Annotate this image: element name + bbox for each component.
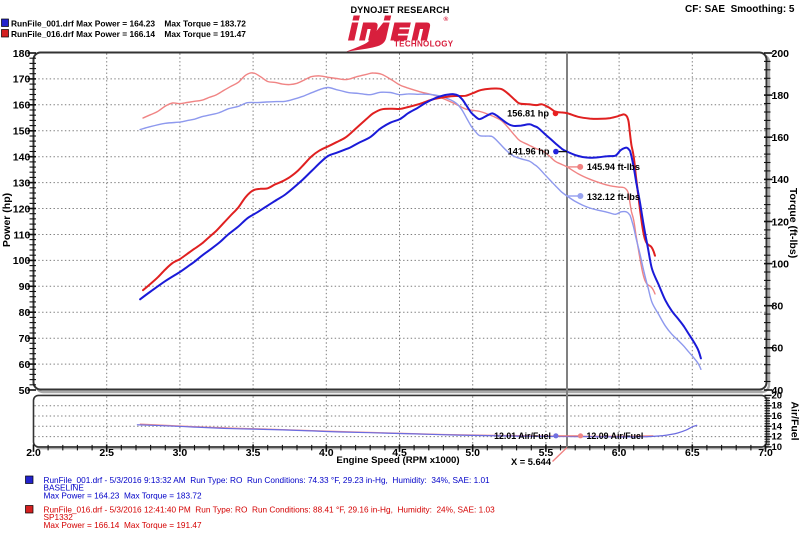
svg-text:10: 10 bbox=[772, 442, 783, 453]
svg-text:160: 160 bbox=[13, 100, 31, 112]
svg-text:100: 100 bbox=[772, 258, 790, 270]
svg-text:Power (hp): Power (hp) bbox=[1, 193, 13, 247]
svg-text:90: 90 bbox=[19, 281, 31, 293]
svg-text:Max Power = 166.14 Max Torque: Max Power = 166.14 Max Torque = 191.47 bbox=[44, 521, 202, 530]
svg-text:132.12 ft-lbs: 132.12 ft-lbs bbox=[587, 192, 640, 202]
svg-text:5.0: 5.0 bbox=[465, 447, 480, 459]
svg-text:170: 170 bbox=[13, 74, 31, 86]
svg-text:141.96 hp: 141.96 hp bbox=[508, 146, 550, 156]
svg-text:14: 14 bbox=[772, 421, 783, 432]
svg-text:Engine Speed (RPM x1000): Engine Speed (RPM x1000) bbox=[336, 455, 459, 466]
svg-text:2.0: 2.0 bbox=[26, 447, 41, 459]
svg-text:140: 140 bbox=[772, 174, 790, 186]
svg-text:20: 20 bbox=[772, 390, 783, 401]
svg-text:RunFile_001.drf Max Power = 16: RunFile_001.drf Max Power = 164.23 Max T… bbox=[11, 19, 246, 29]
svg-text:12: 12 bbox=[772, 432, 783, 443]
svg-text:80: 80 bbox=[19, 307, 31, 319]
svg-text:120: 120 bbox=[772, 216, 790, 228]
svg-text:DYNOJET RESEARCH: DYNOJET RESEARCH bbox=[350, 5, 449, 15]
svg-text:145.94 ft-lbs: 145.94 ft-lbs bbox=[587, 162, 640, 172]
svg-text:CF: SAE Smoothing: 5: CF: SAE Smoothing: 5 bbox=[685, 4, 795, 15]
svg-text:7.0: 7.0 bbox=[758, 447, 773, 459]
svg-text:160: 160 bbox=[772, 132, 790, 144]
svg-text:3.5: 3.5 bbox=[246, 447, 261, 459]
svg-text:120: 120 bbox=[13, 203, 31, 215]
svg-text:180: 180 bbox=[772, 90, 790, 102]
svg-text:50: 50 bbox=[19, 385, 31, 397]
svg-text:6.5: 6.5 bbox=[685, 447, 700, 459]
svg-text:X = 5.644: X = 5.644 bbox=[511, 457, 552, 467]
svg-text:200: 200 bbox=[772, 48, 790, 60]
svg-text:100: 100 bbox=[13, 255, 31, 267]
svg-text:60: 60 bbox=[19, 359, 31, 371]
svg-text:12.01 Air/Fuel: 12.01 Air/Fuel bbox=[494, 431, 551, 441]
svg-text:RunFile_001.drf - 5/3/2016 9:1: RunFile_001.drf - 5/3/2016 9:13:32 AM Ru… bbox=[44, 476, 491, 485]
svg-text:6.0: 6.0 bbox=[612, 447, 627, 459]
svg-text:2.5: 2.5 bbox=[99, 447, 114, 459]
svg-text:Max Power = 164.23 Max Torque: Max Power = 164.23 Max Torque = 183.72 bbox=[44, 492, 202, 501]
svg-text:80: 80 bbox=[772, 301, 784, 313]
svg-text:12.09 Air/Fuel: 12.09 Air/Fuel bbox=[587, 431, 644, 441]
svg-text:18: 18 bbox=[772, 401, 783, 412]
svg-text:TECHNOLOGY: TECHNOLOGY bbox=[394, 40, 454, 49]
svg-text:180: 180 bbox=[13, 48, 31, 60]
svg-text:16: 16 bbox=[772, 411, 783, 422]
svg-text:4.0: 4.0 bbox=[319, 447, 334, 459]
svg-text:RunFile_016.drf - 5/3/2016 12:: RunFile_016.drf - 5/3/2016 12:41:40 PM R… bbox=[44, 506, 496, 515]
svg-text:110: 110 bbox=[13, 229, 30, 241]
svg-text:150: 150 bbox=[13, 126, 31, 138]
svg-text:156.81 hp: 156.81 hp bbox=[507, 109, 549, 119]
svg-text:70: 70 bbox=[19, 333, 31, 345]
svg-text:Air/Fuel: Air/Fuel bbox=[789, 401, 800, 440]
svg-text:60: 60 bbox=[772, 343, 784, 355]
svg-text:130: 130 bbox=[13, 177, 31, 189]
svg-text:®: ® bbox=[444, 15, 449, 23]
svg-text:3.0: 3.0 bbox=[173, 447, 188, 459]
svg-text:Torque (ft-lbs): Torque (ft-lbs) bbox=[787, 188, 799, 258]
svg-text:RunFile_016.drf Max Power = 16: RunFile_016.drf Max Power = 166.14 Max T… bbox=[11, 29, 246, 39]
svg-text:140: 140 bbox=[13, 152, 31, 164]
